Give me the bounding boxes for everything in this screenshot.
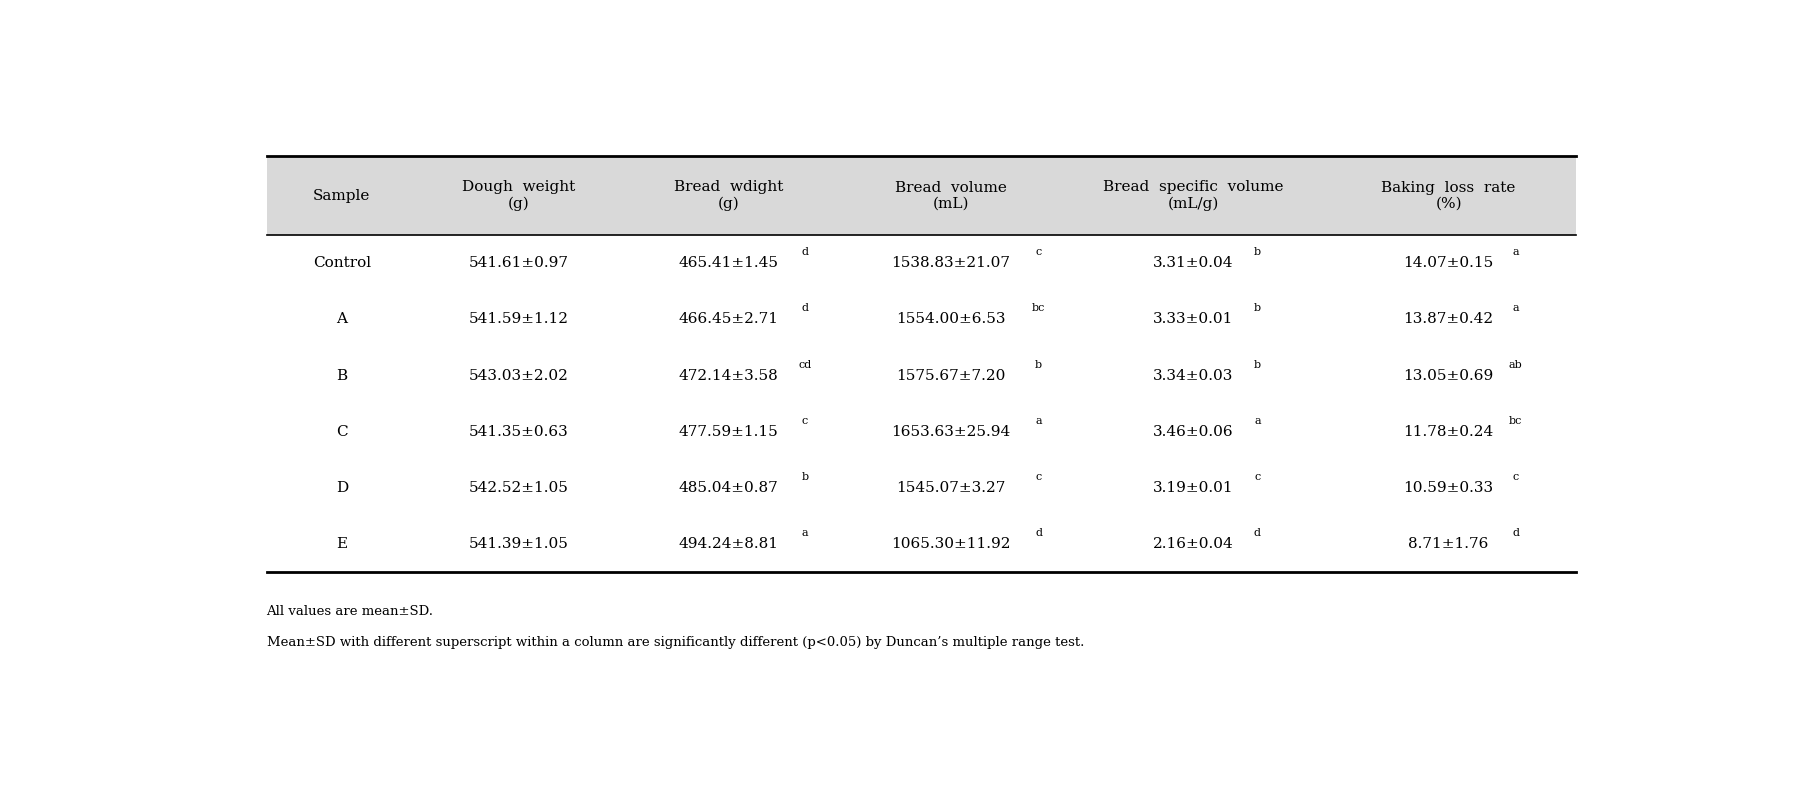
Text: c: c [1512,472,1519,482]
Text: b: b [802,472,809,482]
Text: 13.05±0.69: 13.05±0.69 [1404,368,1494,383]
Text: D: D [336,481,349,495]
Text: 543.03±2.02: 543.03±2.02 [469,368,568,383]
Text: Baking  loss  rate
(%): Baking loss rate (%) [1381,181,1516,211]
Text: c: c [1255,472,1260,482]
Text: Bread  wdight
(g): Bread wdight (g) [674,181,782,211]
Text: b: b [1253,360,1260,370]
Text: 3.46±0.06: 3.46±0.06 [1153,425,1233,439]
Text: 485.04±0.87: 485.04±0.87 [678,481,779,495]
Text: All values are mean±SD.: All values are mean±SD. [266,605,433,618]
Text: 13.87±0.42: 13.87±0.42 [1404,313,1494,326]
Text: d: d [1512,528,1519,538]
Text: d: d [1036,528,1043,538]
Text: d: d [802,303,809,314]
Text: 10.59±0.33: 10.59±0.33 [1404,481,1494,495]
Text: b: b [1253,247,1260,257]
Text: 1575.67±7.20: 1575.67±7.20 [895,368,1005,383]
Text: 541.39±1.05: 541.39±1.05 [469,537,568,551]
Text: c: c [1036,247,1041,257]
Text: d: d [802,247,809,257]
Bar [266,156,1577,235]
Text: b: b [1036,360,1043,370]
Text: A: A [336,313,347,326]
Text: 8.71±1.76: 8.71±1.76 [1408,537,1489,551]
Text: 541.61±0.97: 541.61±0.97 [469,257,568,270]
Text: 3.19±0.01: 3.19±0.01 [1153,481,1233,495]
Text: 14.07±0.15: 14.07±0.15 [1404,257,1494,270]
Text: b: b [1253,303,1260,314]
Text: a: a [1512,247,1519,257]
Text: 472.14±3.58: 472.14±3.58 [678,368,779,383]
Text: 541.59±1.12: 541.59±1.12 [469,313,568,326]
Text: Dough  weight
(g): Dough weight (g) [462,181,575,211]
Text: 1065.30±11.92: 1065.30±11.92 [892,537,1010,551]
Text: 541.35±0.63: 541.35±0.63 [469,425,568,439]
Text: Sample: Sample [313,188,370,203]
Text: a: a [1512,303,1519,314]
Text: Mean±SD with different superscript within a column are significantly different (: Mean±SD with different superscript withi… [266,635,1084,649]
Text: 494.24±8.81: 494.24±8.81 [678,537,779,551]
Text: 3.34±0.03: 3.34±0.03 [1153,368,1233,383]
Text: B: B [336,368,347,383]
Text: 1545.07±3.27: 1545.07±3.27 [895,481,1005,495]
Text: Bread  specific  volume
(mL/g): Bread specific volume (mL/g) [1102,181,1284,211]
Text: 466.45±2.71: 466.45±2.71 [678,313,779,326]
Text: c: c [1036,472,1041,482]
Text: 3.31±0.04: 3.31±0.04 [1153,257,1233,270]
Text: 542.52±1.05: 542.52±1.05 [469,481,568,495]
Text: 1653.63±25.94: 1653.63±25.94 [892,425,1010,439]
Text: 11.78±0.24: 11.78±0.24 [1404,425,1494,439]
Text: 2.16±0.04: 2.16±0.04 [1153,537,1233,551]
Text: bc: bc [1032,303,1045,314]
Text: 477.59±1.15: 477.59±1.15 [678,425,779,439]
Text: d: d [1253,528,1260,538]
Text: 1554.00±6.53: 1554.00±6.53 [895,313,1005,326]
Text: 3.33±0.01: 3.33±0.01 [1153,313,1233,326]
Text: c: c [802,416,807,425]
Text: a: a [1253,416,1260,425]
Text: ab: ab [1509,360,1523,370]
Text: cd: cd [798,360,811,370]
Text: bc: bc [1509,416,1523,425]
Text: 1538.83±21.07: 1538.83±21.07 [892,257,1010,270]
Text: a: a [1036,416,1043,425]
Text: C: C [336,425,347,439]
Text: a: a [802,528,809,538]
Text: 465.41±1.45: 465.41±1.45 [678,257,779,270]
Text: E: E [336,537,347,551]
Text: Control: Control [313,257,370,270]
Text: Bread  volume
(mL): Bread volume (mL) [895,181,1007,211]
